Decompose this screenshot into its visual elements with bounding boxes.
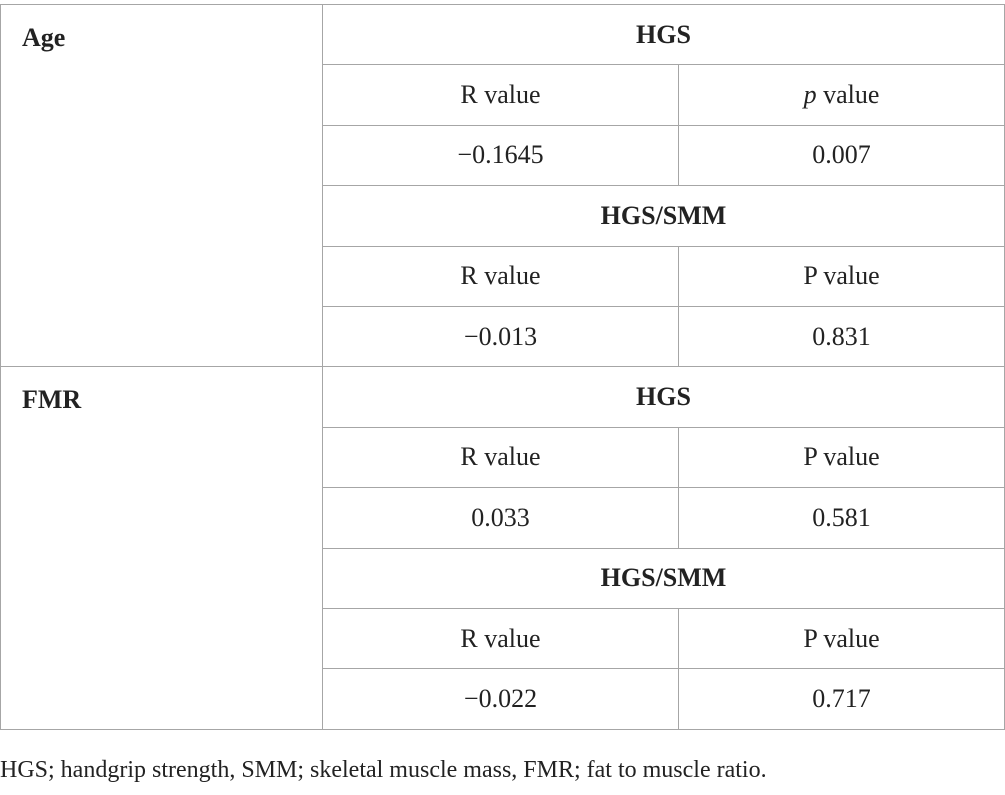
table-row: HGS/SMM	[1, 185, 1005, 247]
p-value-cell: 0.581	[677, 487, 1005, 549]
p-value-cell: 0.717	[677, 668, 1005, 730]
r-value-cell: −0.013	[322, 305, 679, 368]
r-value-header: R value	[322, 245, 679, 307]
p-value-header: P value	[677, 245, 1005, 307]
r-value-header: R value	[322, 64, 679, 126]
p-value-header: P value	[677, 607, 1005, 670]
table-row: R value p value	[1, 64, 1005, 126]
group-header-hgs-smm: HGS/SMM	[321, 547, 1005, 609]
p-value-header-italic: p	[803, 80, 817, 110]
table-row: R value P value	[1, 426, 1005, 489]
table-row: R value P value	[1, 245, 1005, 307]
variable-label-age: Age	[0, 3, 323, 368]
group-header-hgs: HGS	[321, 3, 1005, 66]
r-value-cell: −0.1645	[322, 124, 679, 187]
table-footnote: HGS; handgrip strength, SMM; skeletal mu…	[0, 757, 767, 783]
p-value-header: p value	[677, 64, 1005, 126]
group-header-hgs: HGS	[321, 366, 1005, 428]
p-value-cell: 0.007	[677, 124, 1005, 187]
r-value-header: R value	[322, 426, 679, 489]
table-row: R value P value	[1, 607, 1005, 670]
r-value-cell: −0.022	[322, 668, 679, 730]
r-value-header: R value	[322, 607, 679, 670]
p-value-header: P value	[677, 426, 1005, 489]
table-row: Age HGS	[0, 3, 1005, 368]
table-row: −0.013 0.831	[1, 305, 1005, 368]
table-row: 0.033 0.581	[1, 487, 1005, 549]
variable-label-fmr: FMR	[0, 366, 323, 730]
p-value-cell: 0.831	[677, 305, 1005, 368]
group-header-hgs-smm: HGS/SMM	[321, 185, 1005, 247]
table-row: FMR HGS	[0, 366, 1005, 730]
r-value-cell: 0.033	[322, 487, 679, 549]
p-value-header-suffix: value	[816, 80, 880, 110]
correlation-table: Age HGS R value p value −0.1645 0.007 HG…	[0, 3, 1005, 730]
table-row: −0.022 0.717	[1, 668, 1005, 730]
